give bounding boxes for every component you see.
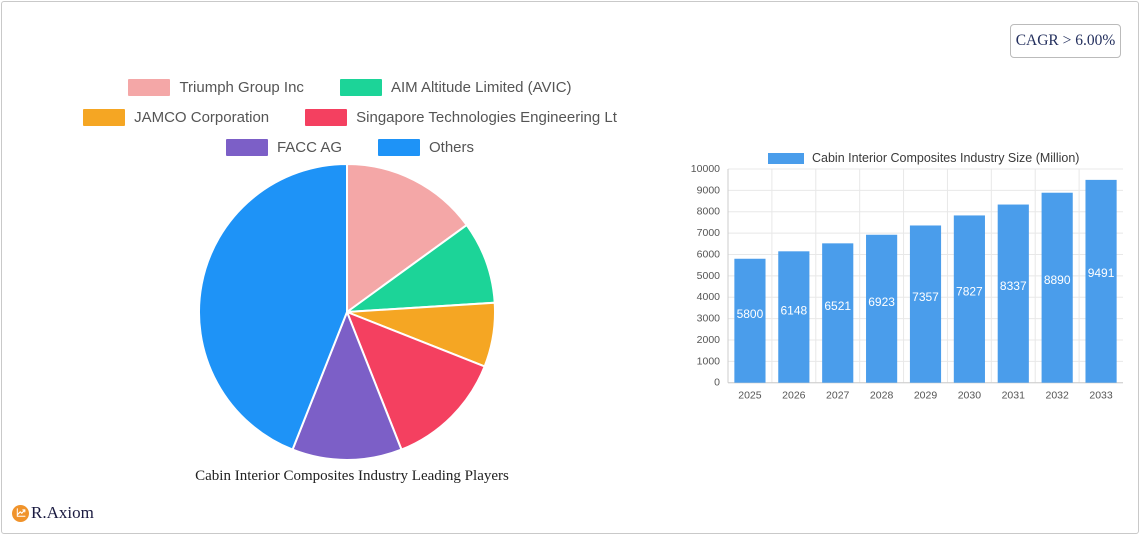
svg-text:6521: 6521 (824, 299, 851, 313)
svg-text:6148: 6148 (780, 303, 807, 317)
svg-text:4000: 4000 (697, 291, 721, 303)
svg-text:9491: 9491 (1088, 266, 1115, 280)
svg-text:3000: 3000 (697, 313, 721, 325)
svg-text:9000: 9000 (697, 184, 721, 196)
svg-text:5000: 5000 (697, 270, 721, 282)
svg-text:10000: 10000 (691, 163, 720, 175)
svg-text:1000: 1000 (697, 355, 721, 367)
svg-text:2031: 2031 (1002, 390, 1026, 402)
svg-text:7357: 7357 (912, 290, 939, 304)
svg-text:2000: 2000 (697, 334, 721, 346)
svg-text:2033: 2033 (1089, 390, 1113, 402)
svg-text:7827: 7827 (956, 285, 983, 299)
svg-text:6923: 6923 (868, 295, 895, 309)
svg-text:2029: 2029 (914, 390, 938, 402)
svg-text:2032: 2032 (1045, 390, 1069, 402)
svg-text:2027: 2027 (826, 390, 850, 402)
svg-text:8000: 8000 (697, 206, 721, 218)
svg-text:5800: 5800 (737, 307, 764, 321)
svg-text:0: 0 (714, 377, 720, 389)
svg-text:8337: 8337 (1000, 279, 1027, 293)
svg-text:2028: 2028 (870, 390, 894, 402)
svg-text:2025: 2025 (738, 390, 762, 402)
svg-text:6000: 6000 (697, 248, 721, 260)
svg-text:8890: 8890 (1044, 273, 1071, 287)
svg-text:2030: 2030 (958, 390, 982, 402)
svg-text:2026: 2026 (782, 390, 806, 402)
svg-text:7000: 7000 (697, 227, 721, 239)
